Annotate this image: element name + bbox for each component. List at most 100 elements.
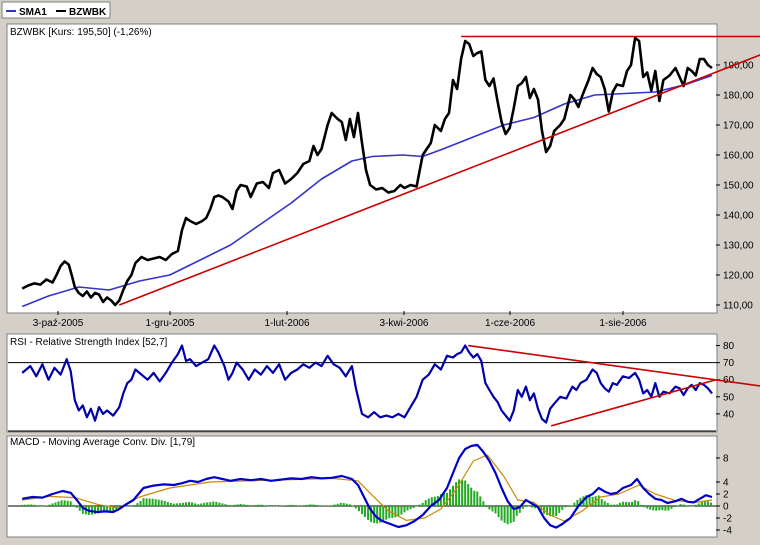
macd-histogram-bar xyxy=(655,506,658,511)
macd-histogram-bar xyxy=(564,506,567,508)
macd-histogram-bar xyxy=(251,505,254,506)
rsi-descending-trendline xyxy=(468,344,760,387)
macd-histogram-bar xyxy=(351,505,354,507)
macd-histogram-bar xyxy=(667,506,670,511)
macd-histogram-bar xyxy=(430,497,433,506)
macd-histogram-bar xyxy=(631,501,634,506)
macd-histogram-bar xyxy=(230,505,233,506)
macd-histogram-bar xyxy=(306,504,309,506)
macd-histogram-bar xyxy=(78,506,81,511)
macd-histogram-bar xyxy=(455,482,458,506)
macd-histogram-bar xyxy=(697,503,700,506)
macd-histogram-bar xyxy=(515,506,518,516)
price-y-axis: 110,00 120,00 130,00 140,00 150,00 160,00 170,… xyxy=(716,61,754,312)
macd-histogram-bar xyxy=(263,505,266,506)
macd-line xyxy=(22,443,713,529)
macd-histogram-bar xyxy=(248,505,251,506)
macd-histogram-bar xyxy=(45,505,48,506)
rsi-ascending-trendline xyxy=(550,378,717,427)
macd-histogram-bar xyxy=(97,506,100,514)
macd-histogram-bar xyxy=(467,484,470,506)
macd-histogram-bar xyxy=(561,506,564,510)
macd-histogram-bar xyxy=(461,479,464,506)
price-ytick-label: 120,00 xyxy=(723,271,754,282)
macd-histogram-bar xyxy=(600,498,603,506)
macd-histogram-bar xyxy=(661,506,664,511)
macd-histogram-bar xyxy=(452,485,455,506)
macd-histogram-bar xyxy=(139,500,142,506)
rsi-line xyxy=(21,344,713,424)
rsi-plot-area xyxy=(6,333,718,433)
macd-histogram-bar xyxy=(294,505,297,506)
macd-histogram-bar xyxy=(224,504,227,506)
macd-histogram-bar xyxy=(606,502,609,506)
macd-histogram-bar xyxy=(497,506,500,518)
macd-histogram-bar xyxy=(427,498,430,506)
macd-histogram-bar xyxy=(700,502,703,506)
macd-histogram-bar xyxy=(106,506,109,512)
macd-histogram-bar xyxy=(24,504,27,506)
macd-histogram-bar xyxy=(33,504,36,506)
macd-histogram-bar xyxy=(649,506,652,510)
macd-histogram-bar xyxy=(303,505,306,506)
macd-histogram-bar xyxy=(637,501,640,506)
macd-histogram-bar xyxy=(288,504,291,506)
macd-histogram-bar xyxy=(57,501,60,506)
price-title-box xyxy=(8,25,158,39)
macd-histogram-bar xyxy=(400,506,403,515)
macd-histogram-bar xyxy=(269,506,272,507)
macd-histogram-bar xyxy=(506,506,509,525)
macd-histogram-bar xyxy=(579,497,582,506)
macd-histogram-bar xyxy=(418,504,421,506)
macd-histogram-bar xyxy=(178,503,181,506)
macd-histogram-bar xyxy=(148,498,151,506)
macd-histogram-bar xyxy=(376,506,379,524)
macd-histogram-bar xyxy=(197,504,200,506)
macd-signal-line xyxy=(22,454,713,522)
macd-histogram-bar xyxy=(245,504,248,506)
macd-histogram-bar xyxy=(291,504,294,506)
macd-histogram-bar xyxy=(203,502,206,506)
macd-histogram-bar xyxy=(706,501,709,506)
price-ytick-label: 160,00 xyxy=(723,151,754,162)
macd-histogram-bar xyxy=(54,502,57,506)
macd-histogram-bar xyxy=(127,506,130,507)
macd-histogram-bar xyxy=(354,506,357,509)
macd-histogram-bar xyxy=(485,506,488,508)
macd-histogram-bar xyxy=(609,504,612,506)
macd-histogram-bar xyxy=(555,506,558,517)
macd-histogram-bar xyxy=(339,502,342,506)
macd-histogram-bar xyxy=(470,487,473,506)
price-ytick-label: 140,00 xyxy=(723,211,754,222)
macd-histogram-bar xyxy=(145,498,148,506)
macd-histogram-bar xyxy=(573,502,576,506)
macd-histogram-bar xyxy=(257,504,260,506)
macd-histogram-bar xyxy=(494,506,497,514)
macd-histogram-bar xyxy=(254,504,257,506)
macd-histogram-bar xyxy=(458,479,461,506)
macd-ytick-label: -4 xyxy=(723,526,732,537)
macd-histogram-bar xyxy=(549,506,552,517)
macd-histogram-bar xyxy=(558,506,561,513)
macd-histogram-bar xyxy=(327,505,330,506)
price-x-axis: 3-paź-2005 1-gru-2005 1-lut-2006 3-kwi-2006… xyxy=(33,311,647,329)
macd-histogram-bar xyxy=(691,506,694,507)
macd-histogram-bar xyxy=(66,500,69,506)
legend-label-sma: SMA1 xyxy=(19,7,47,18)
macd-ytick-label: 4 xyxy=(723,478,729,489)
macd-histogram-bar xyxy=(69,501,72,506)
macd-histogram-bar xyxy=(382,506,385,522)
macd-histogram-bar xyxy=(300,505,303,507)
price-panel: BZWBK [Kurs: 195,50] (-1,26%) 110,00 120,… xyxy=(6,23,760,329)
price-ytick-label: 190,00 xyxy=(723,61,754,72)
macd-histogram-bar xyxy=(200,503,203,506)
macd-histogram-bar xyxy=(309,504,312,506)
macd-histogram-bar xyxy=(512,506,515,522)
macd-histogram-bar xyxy=(397,506,400,517)
macd-histogram-bar xyxy=(479,496,482,506)
macd-histogram-bar xyxy=(118,506,121,508)
macd-histogram-bar xyxy=(552,506,555,517)
macd-histogram-bar xyxy=(709,502,712,506)
